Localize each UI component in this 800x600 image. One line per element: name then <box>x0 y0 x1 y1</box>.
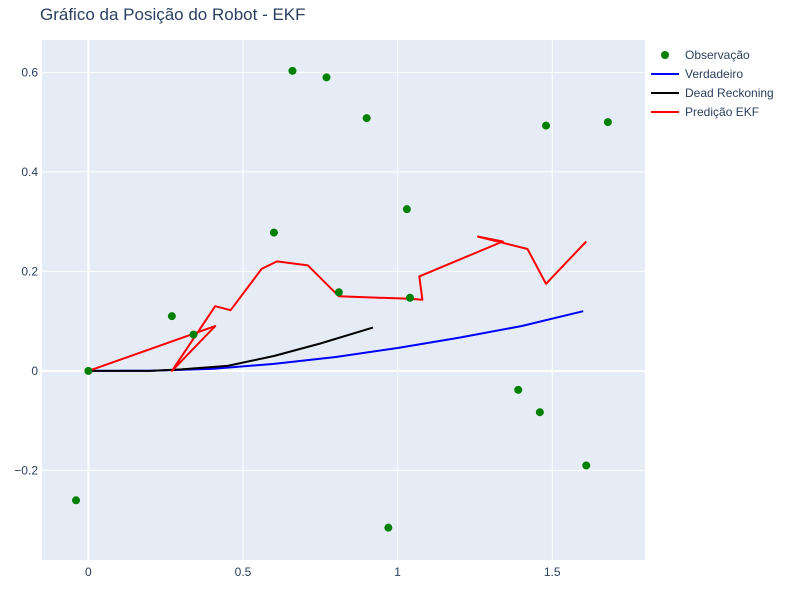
observation-point[interactable] <box>384 523 393 532</box>
legend-label: Observação <box>685 48 750 62</box>
legend-marker <box>661 51 669 59</box>
observation-point[interactable] <box>288 66 297 75</box>
observation-point[interactable] <box>269 228 278 237</box>
y-tick-label: 0.2 <box>21 264 38 278</box>
y-tick-labels: −0.2 0 0.2 0.4 0.6 <box>14 65 38 477</box>
series-line-predicao-ekf[interactable] <box>88 235 587 372</box>
plot-area[interactable] <box>42 40 645 560</box>
x-tick-label: 0.5 <box>235 565 252 579</box>
observation-point[interactable] <box>603 118 612 127</box>
legend-item-dead-reckoning[interactable]: Dead Reckoning <box>651 86 774 100</box>
observation-point[interactable] <box>542 121 551 130</box>
x-tick-label: 1.5 <box>544 565 561 579</box>
x-tick-labels: 0 0.5 1 1.5 <box>85 565 561 579</box>
y-tick-label: −0.2 <box>14 463 38 477</box>
series-line-dead-reckoning[interactable] <box>88 326 374 372</box>
x-gridlines <box>87 40 553 560</box>
observation-point[interactable] <box>167 312 176 321</box>
observation-point[interactable] <box>362 114 371 123</box>
observation-point[interactable] <box>405 293 414 302</box>
y-tick-label: 0.6 <box>21 65 38 79</box>
x-tick-label: 1 <box>394 565 401 579</box>
observation-point[interactable] <box>402 205 411 214</box>
x-tick-label: 0 <box>85 565 92 579</box>
series-layer <box>72 66 612 532</box>
observation-point[interactable] <box>514 385 523 394</box>
y-tick-label: 0.4 <box>21 165 38 179</box>
observation-point[interactable] <box>334 288 343 297</box>
legend-item-predicao-ekf[interactable]: Predição EKF <box>651 105 759 119</box>
chart-title: Gráfico da Posição do Robot - EKF <box>40 5 306 24</box>
observation-point[interactable] <box>582 461 591 470</box>
legend: Observação Verdadeiro Dead Reckoning Prediç… <box>651 48 774 119</box>
observation-point[interactable] <box>322 73 331 82</box>
observation-point[interactable] <box>189 330 198 339</box>
legend-item-observacao[interactable]: Observação <box>661 48 750 62</box>
observation-point[interactable] <box>72 496 81 505</box>
legend-label: Verdadeiro <box>685 67 743 81</box>
y-tick-label: 0 <box>31 364 38 378</box>
legend-item-verdadeiro[interactable]: Verdadeiro <box>651 67 743 81</box>
observation-point[interactable] <box>84 366 93 375</box>
legend-label: Predição EKF <box>685 105 759 119</box>
legend-label: Dead Reckoning <box>685 86 774 100</box>
observation-point[interactable] <box>535 408 544 417</box>
